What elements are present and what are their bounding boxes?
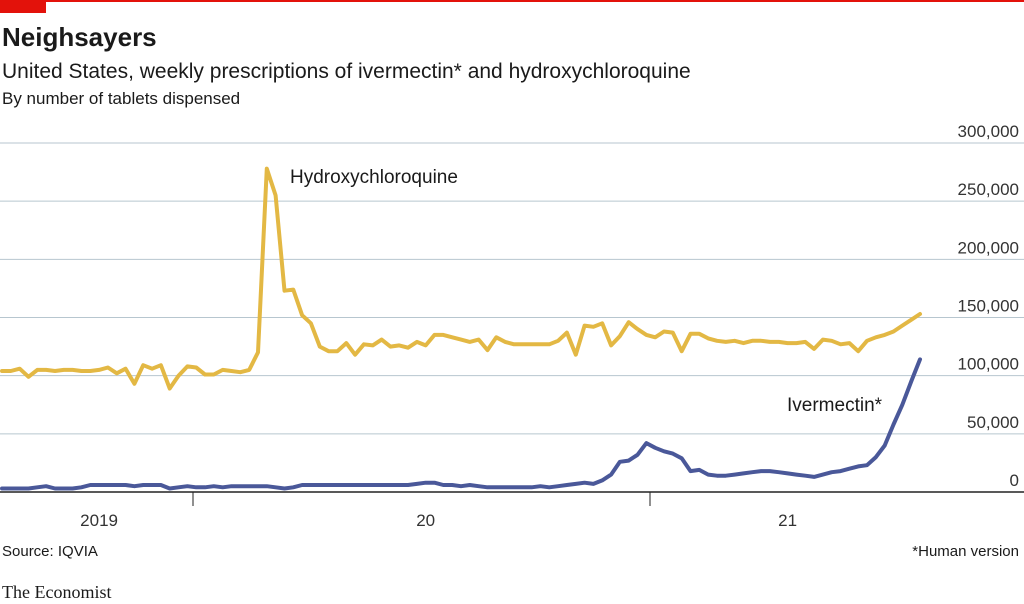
line-series [0, 166, 922, 391]
source: Source: IQVIA [2, 543, 98, 560]
x-tick-label: 2019 [80, 511, 118, 530]
publisher: The Economist [2, 582, 111, 602]
line-series [0, 357, 922, 491]
footnote: *Human version [912, 543, 1019, 560]
x-tick-label: 21 [778, 511, 797, 530]
top-rule [0, 0, 1024, 2]
y-tick-label: 50,000 [967, 413, 1019, 432]
annotation: Hydroxychloroquine [290, 167, 458, 188]
y-tick-label: 150,000 [958, 297, 1019, 316]
chart-subtitle: United States, weekly prescriptions of i… [2, 60, 691, 83]
y-tick-label: 250,000 [958, 180, 1019, 199]
y-tick-label: 200,000 [958, 238, 1019, 257]
y-axis-label: By number of tablets dispensed [2, 89, 240, 108]
y-tick-label: 100,000 [958, 355, 1019, 374]
red-tag [0, 0, 46, 13]
y-tick-label: 300,000 [958, 122, 1019, 141]
x-tick-label: 20 [416, 511, 435, 530]
chart-title: Neighsayers [2, 22, 157, 52]
y-tick-label: 0 [1010, 471, 1019, 490]
annotation: Ivermectin* [787, 395, 883, 416]
